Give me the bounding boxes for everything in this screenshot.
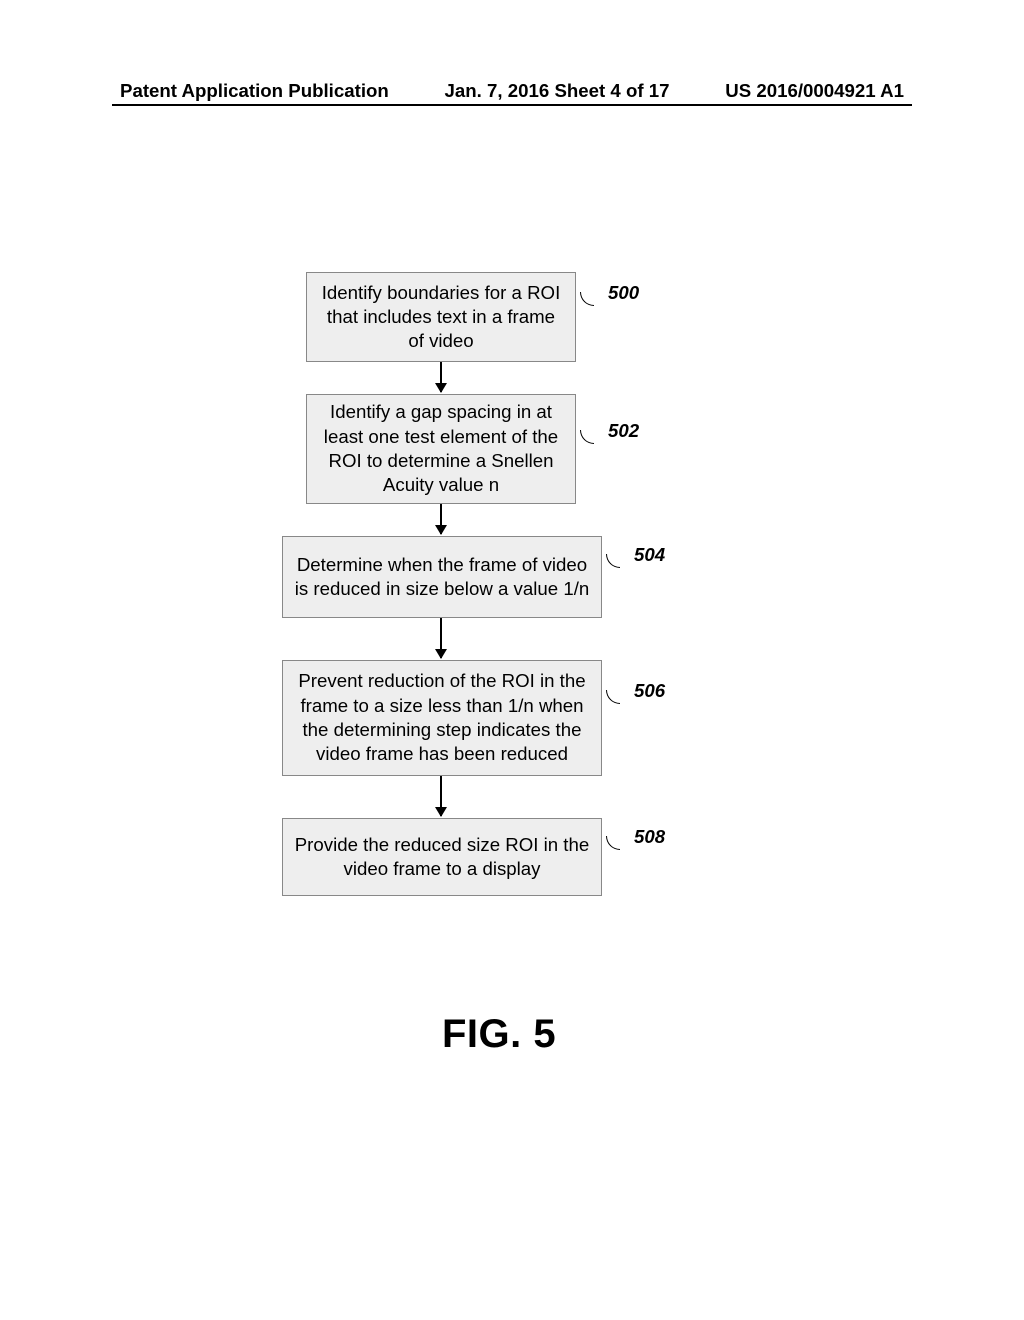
flow-arrow-3 [440, 776, 442, 816]
leader-arc-508 [606, 836, 620, 850]
flow-box-500: Identify boundaries for a ROI that inclu… [306, 272, 576, 362]
flow-box-506: Prevent reduction of the ROI in the fram… [282, 660, 602, 776]
flow-box-504: Determine when the frame of video is red… [282, 536, 602, 618]
flow-box-502: Identify a gap spacing in at least one t… [306, 394, 576, 504]
flow-arrow-0 [440, 362, 442, 392]
leader-arc-502 [580, 430, 594, 444]
ref-label-508: 508 [634, 826, 665, 848]
ref-label-500: 500 [608, 282, 639, 304]
page-header: Patent Application Publication Jan. 7, 2… [0, 80, 1024, 102]
header-rule [112, 104, 912, 106]
header-center: Jan. 7, 2016 Sheet 4 of 17 [445, 80, 670, 102]
page: Patent Application Publication Jan. 7, 2… [0, 0, 1024, 1320]
leader-arc-506 [606, 690, 620, 704]
header-left: Patent Application Publication [120, 80, 389, 102]
flow-arrow-1 [440, 504, 442, 534]
ref-label-504: 504 [634, 544, 665, 566]
leader-arc-500 [580, 292, 594, 306]
figure-label: FIG. 5 [442, 1012, 556, 1057]
leader-arc-504 [606, 554, 620, 568]
flow-box-508: Provide the reduced size ROI in the vide… [282, 818, 602, 896]
flow-arrow-2 [440, 618, 442, 658]
header-right: US 2016/0004921 A1 [725, 80, 904, 102]
ref-label-506: 506 [634, 680, 665, 702]
ref-label-502: 502 [608, 420, 639, 442]
